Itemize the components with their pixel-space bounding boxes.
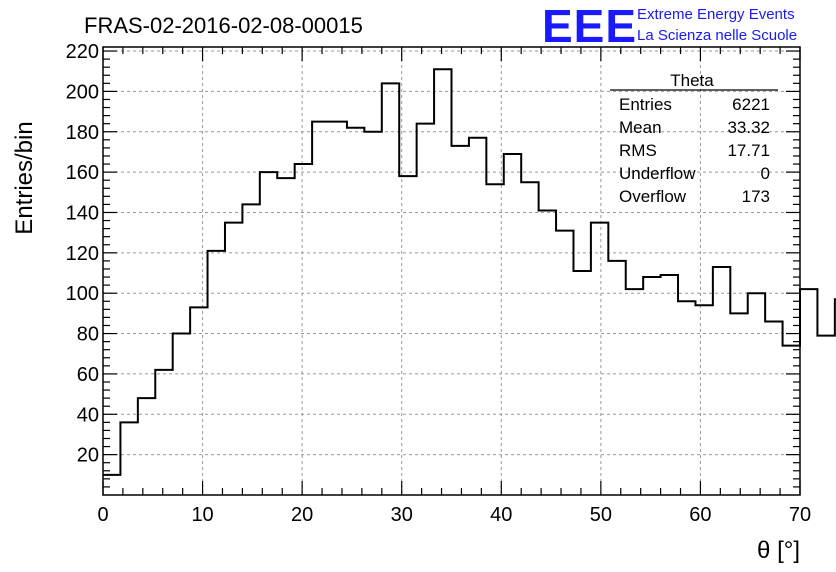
y-tick-label: 180 [66,122,99,144]
x-tick-label: 50 [590,504,612,526]
histogram-bin [120,422,137,495]
histogram-bin [469,138,486,495]
stats-value: 0 [761,164,770,183]
histogram-bin [138,398,155,495]
y-tick-label: 200 [66,81,99,103]
y-axis-title: Entries/bin [11,121,38,234]
eee-line2: La Scienza nelle Scuole [637,27,797,44]
stats-label: Underflow [619,164,696,183]
histogram-bin [643,277,660,495]
histogram-bin [330,122,347,495]
x-tick-label: 10 [191,504,213,526]
x-tick-label: 0 [97,504,108,526]
histogram-bin [521,182,538,495]
histogram-bin [556,231,573,495]
histogram-bin [364,132,381,495]
stats-title: Theta [670,71,714,90]
histogram-bin [295,164,312,495]
stats-label: Overflow [619,187,687,206]
histogram-bin [713,267,730,495]
histogram-bin [347,128,364,495]
histogram-bin [765,321,782,495]
histogram-bin [417,124,434,495]
x-tick-label: 20 [291,504,313,526]
y-tick-label: 140 [66,202,99,224]
histogram-bin [312,122,329,495]
eee-line1: Extreme Energy Events [637,6,795,23]
x-tick-label: 70 [789,504,811,526]
stats-box: Theta Entries 6221 Mean 33.32 RMS 17.71 Underf… [610,71,778,206]
histogram-bin [277,178,294,495]
y-tick-label: 220 [66,41,99,63]
chart-title: FRAS-02-2016-02-08-00015 [84,13,363,38]
y-tick-label: 100 [66,283,99,305]
histogram-bin [382,83,399,495]
stats-value: 33.32 [727,118,770,137]
histogram-bin [748,293,765,495]
y-tick-label: 60 [77,364,99,386]
histogram-bin [817,336,834,495]
histogram-bin [800,289,817,495]
plot-frame [102,46,801,496]
histogram-bin [573,271,590,495]
histogram-bin [225,223,242,495]
stats-value: 17.71 [727,141,770,160]
histogram-bin [242,204,259,495]
x-axis-title: θ [°] [757,537,800,564]
histogram-bin [661,275,678,495]
y-tick-label: 160 [66,162,99,184]
y-tick-label: 40 [77,404,99,426]
x-tick-label: 30 [391,504,413,526]
histogram-bin [155,370,172,495]
histogram-bin [486,184,503,495]
histogram-bin [591,223,608,495]
histogram-bin [190,307,207,495]
histogram-bin [208,251,225,495]
histogram [103,68,836,495]
x-tick-label: 60 [689,504,711,526]
stats-value: 6221 [732,95,770,114]
axes [102,46,801,496]
x-tick-label: 40 [490,504,512,526]
histogram-bin [452,146,469,495]
stats-label: Mean [619,118,662,137]
histogram-bin [103,475,120,495]
histogram-bin [626,289,643,495]
histogram-bin [783,346,800,495]
histogram-bin [434,69,451,495]
stats-label: RMS [619,141,657,160]
histogram-bin [608,261,625,495]
y-tick-label: 20 [77,445,99,467]
histogram-bin [730,313,747,495]
stats-value: 173 [742,187,770,206]
y-tick-label: 120 [66,243,99,265]
histogram-bin [678,301,695,495]
histogram-outline [103,68,836,476]
tick-labels: 0 10 20 30 40 50 60 70 20 40 60 80 100 120 140 160 180 20… [66,41,812,526]
histogram-bin [504,154,521,495]
y-tick-label: 80 [77,324,99,346]
eee-logo: EEE [542,0,637,52]
histogram-bin [260,172,277,495]
stats-label: Entries [619,95,672,114]
